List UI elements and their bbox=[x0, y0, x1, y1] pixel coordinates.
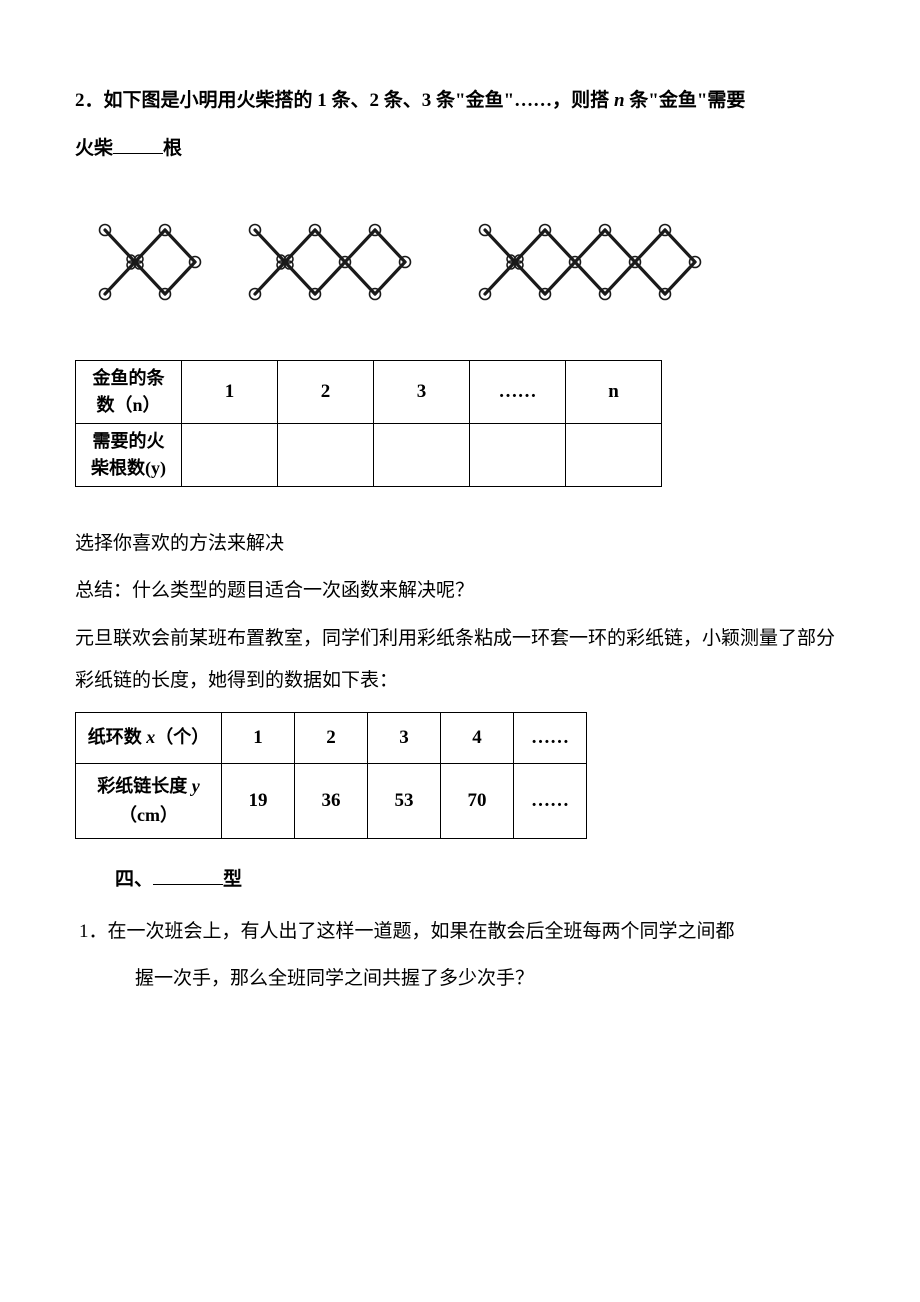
table-row: 金鱼的条 数（n） 1 2 3 …… n bbox=[76, 360, 662, 423]
q2-line1: 2．如下图是小明用火柴搭的 1 条、2 条、3 条"金鱼"……，则搭 n 条"金… bbox=[75, 80, 845, 122]
s4-q1-line1: 1．在一次班会上，有人出了这样一道题，如果在散会后全班每两个同学之间都 bbox=[79, 911, 845, 953]
table-row: 纸环数 x（个） 1 2 3 4 …… bbox=[76, 712, 587, 763]
t1-r2-label: 需要的火 柴根数(y) bbox=[76, 423, 182, 486]
fish-matchstick-diagram bbox=[75, 182, 815, 342]
mid-p2: 总结：什么类型的题目适合一次函数来解决呢？ bbox=[75, 570, 845, 612]
fill-blank bbox=[113, 132, 163, 154]
section-4-heading: 四、型 bbox=[115, 859, 845, 901]
table-row: 需要的火 柴根数(y) bbox=[76, 423, 662, 486]
q2-number: 2． bbox=[75, 90, 104, 111]
t2-r2-label: 彩纸链长度 y （cm） bbox=[76, 763, 222, 838]
fish-table: 金鱼的条 数（n） 1 2 3 …… n 需要的火 柴根数(y) bbox=[75, 360, 662, 487]
fill-blank bbox=[153, 863, 223, 885]
mid-p3: 元旦联欢会前某班布置教室，同学们利用彩纸条粘成一环套一环的彩纸链，小颖测量了部分… bbox=[75, 618, 845, 702]
table-row: 彩纸链长度 y （cm） 19 36 53 70 …… bbox=[76, 763, 587, 838]
q2-line2: 火柴根 bbox=[75, 128, 845, 170]
t2-r1-label: 纸环数 x（个） bbox=[76, 712, 222, 763]
paper-chain-table: 纸环数 x（个） 1 2 3 4 …… 彩纸链长度 y （cm） 19 36 5… bbox=[75, 712, 587, 839]
t1-r1-label: 金鱼的条 数（n） bbox=[76, 360, 182, 423]
s4-q1-line2: 握一次手，那么全班同学之间共握了多少次手？ bbox=[75, 958, 845, 1000]
mid-p1: 选择你喜欢的方法来解决 bbox=[75, 523, 845, 565]
